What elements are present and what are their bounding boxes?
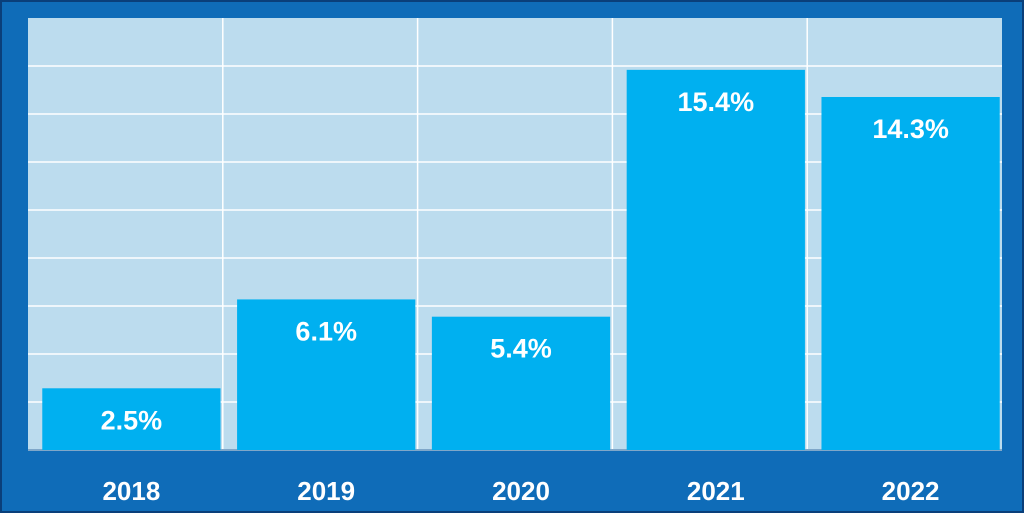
x-tick-label: 2022 (882, 476, 940, 506)
x-tick-label: 2019 (297, 476, 355, 506)
x-tick-label: 2020 (492, 476, 550, 506)
bar-2020 (431, 316, 611, 450)
x-tick-label: 2021 (687, 476, 745, 506)
bar-2022 (821, 96, 1000, 450)
bar-value-label: 14.3% (872, 114, 949, 144)
bar-2021 (626, 69, 805, 450)
x-tick-label: 2018 (102, 476, 160, 506)
bar-2018 (42, 388, 221, 450)
bar-value-label: 6.1% (295, 316, 357, 346)
bar-value-label: 5.4% (490, 334, 552, 364)
bar-2019 (237, 299, 416, 450)
x-tick-labels: 2018 2019 2020 2021 2022 (102, 476, 939, 506)
bar-value-label: 15.4% (678, 87, 755, 117)
bars-group: 2.5% 6.1% 5.4% 15.4% 14.3% (42, 69, 1000, 450)
bar-value-label: 2.5% (101, 405, 163, 435)
